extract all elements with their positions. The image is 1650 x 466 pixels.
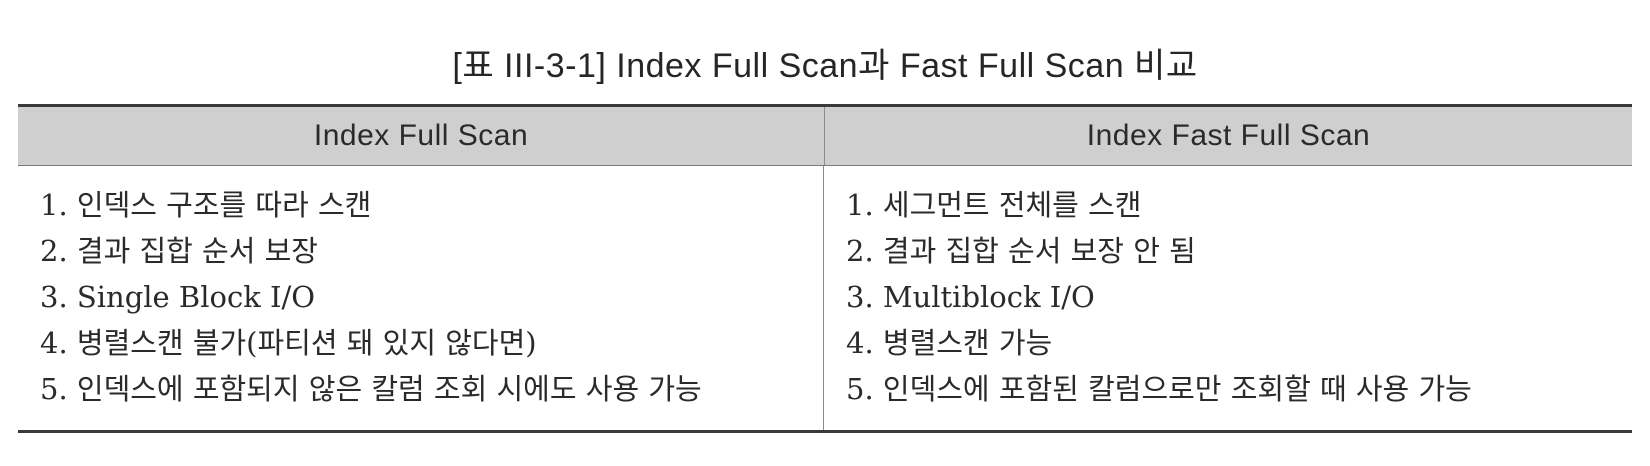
list-item: 4. 병렬스캔 가능 [846, 326, 1053, 360]
table-bottom-rule [18, 430, 1632, 433]
list-item: 3. Multiblock I/O [846, 280, 1095, 314]
table-header-row: Index Full Scan Index Fast Full Scan [18, 107, 1632, 166]
header-index-full-scan: Index Full Scan [18, 107, 825, 165]
list-item: 3. Single Block I/O [40, 280, 316, 314]
header-index-fast-full-scan: Index Fast Full Scan [1086, 119, 1371, 152]
comparison-table: Index Full Scan Index Fast Full Scan 1. … [18, 104, 1632, 433]
table-caption: [표 III-3-1] Index Full Scan과 Fast Full S… [452, 47, 1198, 85]
list-item: 2. 결과 집합 순서 보장 안 됨 [846, 234, 1196, 268]
index-fast-full-scan-cell: 1. 세그먼트 전체를 스캔 2. 결과 집합 순서 보장 안 됨 3. Mul… [824, 166, 1631, 430]
table-body-row: 1. 인덱스 구조를 따라 스캔 2. 결과 집합 순서 보장 3. Singl… [18, 166, 1632, 430]
list-item: 4. 병렬스캔 불가(파티션 돼 있지 않다면) [40, 326, 537, 360]
list-item: 5. 인덱스에 포함된 칼럼으로만 조회할 때 사용 가능 [846, 372, 1472, 406]
list-item: 5. 인덱스에 포함되지 않은 칼럼 조회 시에도 사용 가능 [40, 372, 702, 406]
index-full-scan-cell: 1. 인덱스 구조를 따라 스캔 2. 결과 집합 순서 보장 3. Singl… [18, 166, 824, 430]
list-item: 1. 인덱스 구조를 따라 스캔 [40, 188, 372, 222]
list-item: 2. 결과 집합 순서 보장 [40, 234, 318, 268]
list-item: 1. 세그먼트 전체를 스캔 [846, 188, 1142, 222]
table-top-rule [18, 104, 1632, 107]
